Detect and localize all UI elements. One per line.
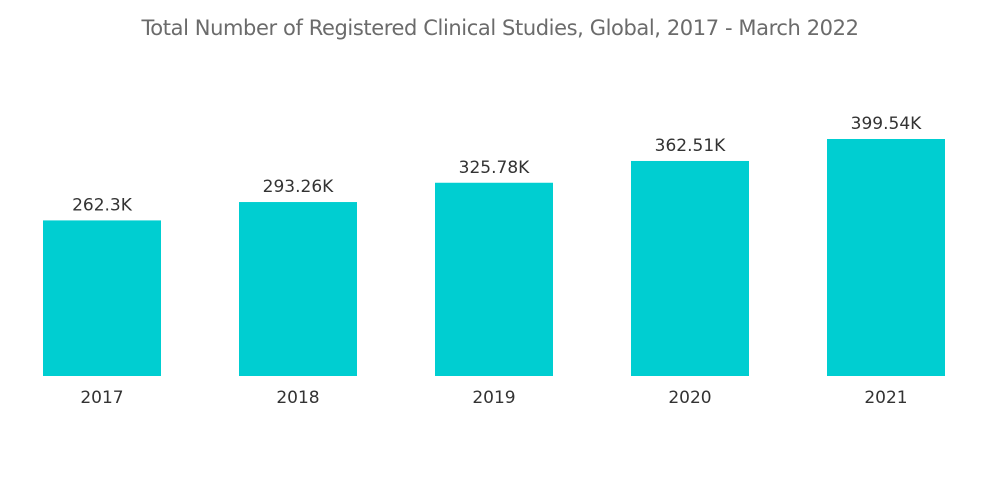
bar-2017 bbox=[43, 220, 161, 376]
bar-2018 bbox=[239, 202, 357, 376]
chart-title: Total Number of Registered Clinical Stud… bbox=[141, 16, 859, 40]
value-label-2018: 293.26K bbox=[263, 177, 334, 197]
value-label-2021: 399.54K bbox=[851, 114, 922, 134]
bar-2019 bbox=[435, 182, 553, 376]
bar-2021 bbox=[827, 139, 945, 376]
x-tick-label-2019: 2019 bbox=[472, 388, 515, 408]
x-tick-label-2020: 2020 bbox=[668, 388, 711, 408]
x-tick-label-2018: 2018 bbox=[276, 388, 319, 408]
value-label-2020: 362.51K bbox=[655, 136, 726, 156]
value-label-2019: 325.78K bbox=[459, 158, 530, 178]
x-tick-label-2017: 2017 bbox=[80, 388, 123, 408]
bar-2020 bbox=[631, 160, 749, 376]
x-tick-label-2021: 2021 bbox=[864, 388, 907, 408]
value-label-2017: 262.3K bbox=[72, 195, 133, 215]
